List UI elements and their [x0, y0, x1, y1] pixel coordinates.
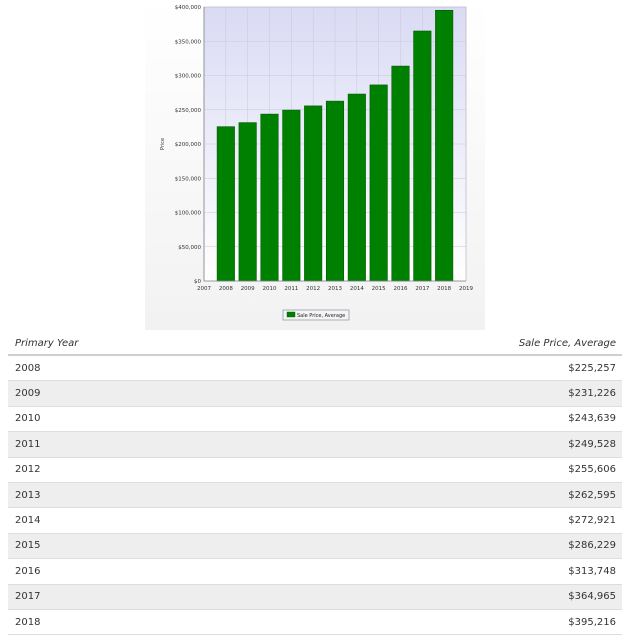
- table-row: 2008 $225,257: [8, 355, 622, 382]
- x-tick-label: 2017: [415, 286, 429, 292]
- x-tick-label: 2014: [350, 286, 364, 292]
- cell-sale-price-average: $262,595: [259, 482, 622, 509]
- x-tick-label: 2007: [197, 286, 211, 292]
- bar: [435, 9, 454, 282]
- cell-sale-price-average: $231,226: [259, 380, 622, 407]
- table-row: 2011 $249,528: [8, 431, 622, 458]
- cell-sale-price-average: $395,216: [259, 609, 622, 636]
- table-body: 2008 $225,257 2009 $231,226 2010 $243,639 2011…: [8, 355, 622, 636]
- cell-sale-price-average: $313,748: [259, 558, 622, 585]
- cell-primary-year: 2009: [8, 380, 260, 407]
- legend-box: [282, 309, 350, 321]
- bar: [238, 122, 257, 282]
- bar: [260, 113, 279, 282]
- bar: [325, 100, 345, 282]
- table-row: 2014 $272,921: [8, 507, 622, 534]
- y-tick-label: $200,000: [175, 142, 202, 148]
- x-tick-label: 2008: [219, 286, 233, 292]
- y-tick-label: $100,000: [175, 211, 202, 217]
- bar: [347, 93, 366, 282]
- table-row: 2012 $255,606: [8, 457, 622, 483]
- bar: [282, 109, 301, 282]
- x-tick-label: 2018: [437, 286, 451, 292]
- x-tick-label: 2016: [394, 286, 408, 292]
- cell-primary-year: 2015: [8, 533, 260, 560]
- data-table: Primary Year Sale Price, Average 2008 $22…: [8, 332, 622, 636]
- cell-sale-price-average: $286,229: [259, 533, 622, 560]
- cell-primary-year: 2011: [8, 431, 260, 458]
- bar: [369, 84, 388, 282]
- table-row: 2018 $395,216: [8, 609, 622, 636]
- bar: [391, 65, 410, 282]
- cell-primary-year: 2012: [8, 457, 260, 483]
- x-tick-label: 2011: [284, 286, 298, 292]
- legend-label: Sale Price, Average: [297, 313, 345, 319]
- cell-sale-price-average: $225,257: [259, 355, 622, 382]
- table-row: 2016 $313,748: [8, 558, 622, 585]
- column-header-sale-price-average[interactable]: Sale Price, Average: [259, 332, 622, 356]
- cell-sale-price-average: $272,921: [259, 507, 622, 534]
- cell-primary-year: 2018: [8, 609, 260, 636]
- table-header-row: Primary Year Sale Price, Average: [8, 332, 622, 356]
- cell-sale-price-average: $364,965: [259, 584, 622, 610]
- cell-primary-year: 2008: [8, 355, 260, 382]
- cell-primary-year: 2014: [8, 507, 260, 534]
- cell-primary-year: 2013: [8, 482, 260, 509]
- x-tick-label: 2012: [306, 286, 320, 292]
- y-tick-label: $350,000: [175, 39, 202, 45]
- bar-chart: $0 $50,000 $100,000 $150,000 $200,000 $250,00…: [145, 0, 485, 330]
- cell-sale-price-average: $249,528: [259, 431, 622, 458]
- x-tick-label: 2019: [459, 286, 473, 292]
- bar: [413, 30, 432, 282]
- y-tick-label: $300,000: [175, 74, 202, 80]
- table-row: 2017 $364,965: [8, 584, 622, 610]
- table-row: 2015 $286,229: [8, 533, 622, 560]
- y-tick-label: $0: [194, 279, 201, 285]
- x-tick-label: 2013: [328, 286, 342, 292]
- y-tick-label: $150,000: [175, 176, 202, 182]
- y-tick-label: $400,000: [175, 5, 202, 11]
- cell-sale-price-average: $255,606: [259, 457, 622, 483]
- x-tick-label: 2015: [372, 286, 386, 292]
- y-tick-label: $250,000: [175, 108, 202, 114]
- cell-primary-year: 2016: [8, 558, 260, 585]
- x-tick-label: 2009: [241, 286, 255, 292]
- y-tick-label: $50,000: [178, 245, 201, 251]
- y-axis-label: Price: [160, 138, 166, 150]
- table-row: 2010 $243,639: [8, 406, 622, 433]
- bar: [216, 126, 235, 282]
- x-tick-label: 2010: [263, 286, 277, 292]
- legend-swatch: [286, 311, 296, 318]
- bar: [304, 105, 323, 282]
- chart-area: $0 $50,000 $100,000 $150,000 $200,000 $250,00…: [145, 0, 485, 330]
- cell-primary-year: 2010: [8, 406, 260, 433]
- cell-primary-year: 2017: [8, 584, 260, 610]
- column-header-primary-year[interactable]: Primary Year: [8, 332, 260, 356]
- legend: Sale Price, Average: [282, 309, 350, 321]
- cell-sale-price-average: $243,639: [259, 406, 622, 433]
- table-row: 2013 $262,595: [8, 482, 622, 509]
- table-row: 2009 $231,226: [8, 380, 622, 407]
